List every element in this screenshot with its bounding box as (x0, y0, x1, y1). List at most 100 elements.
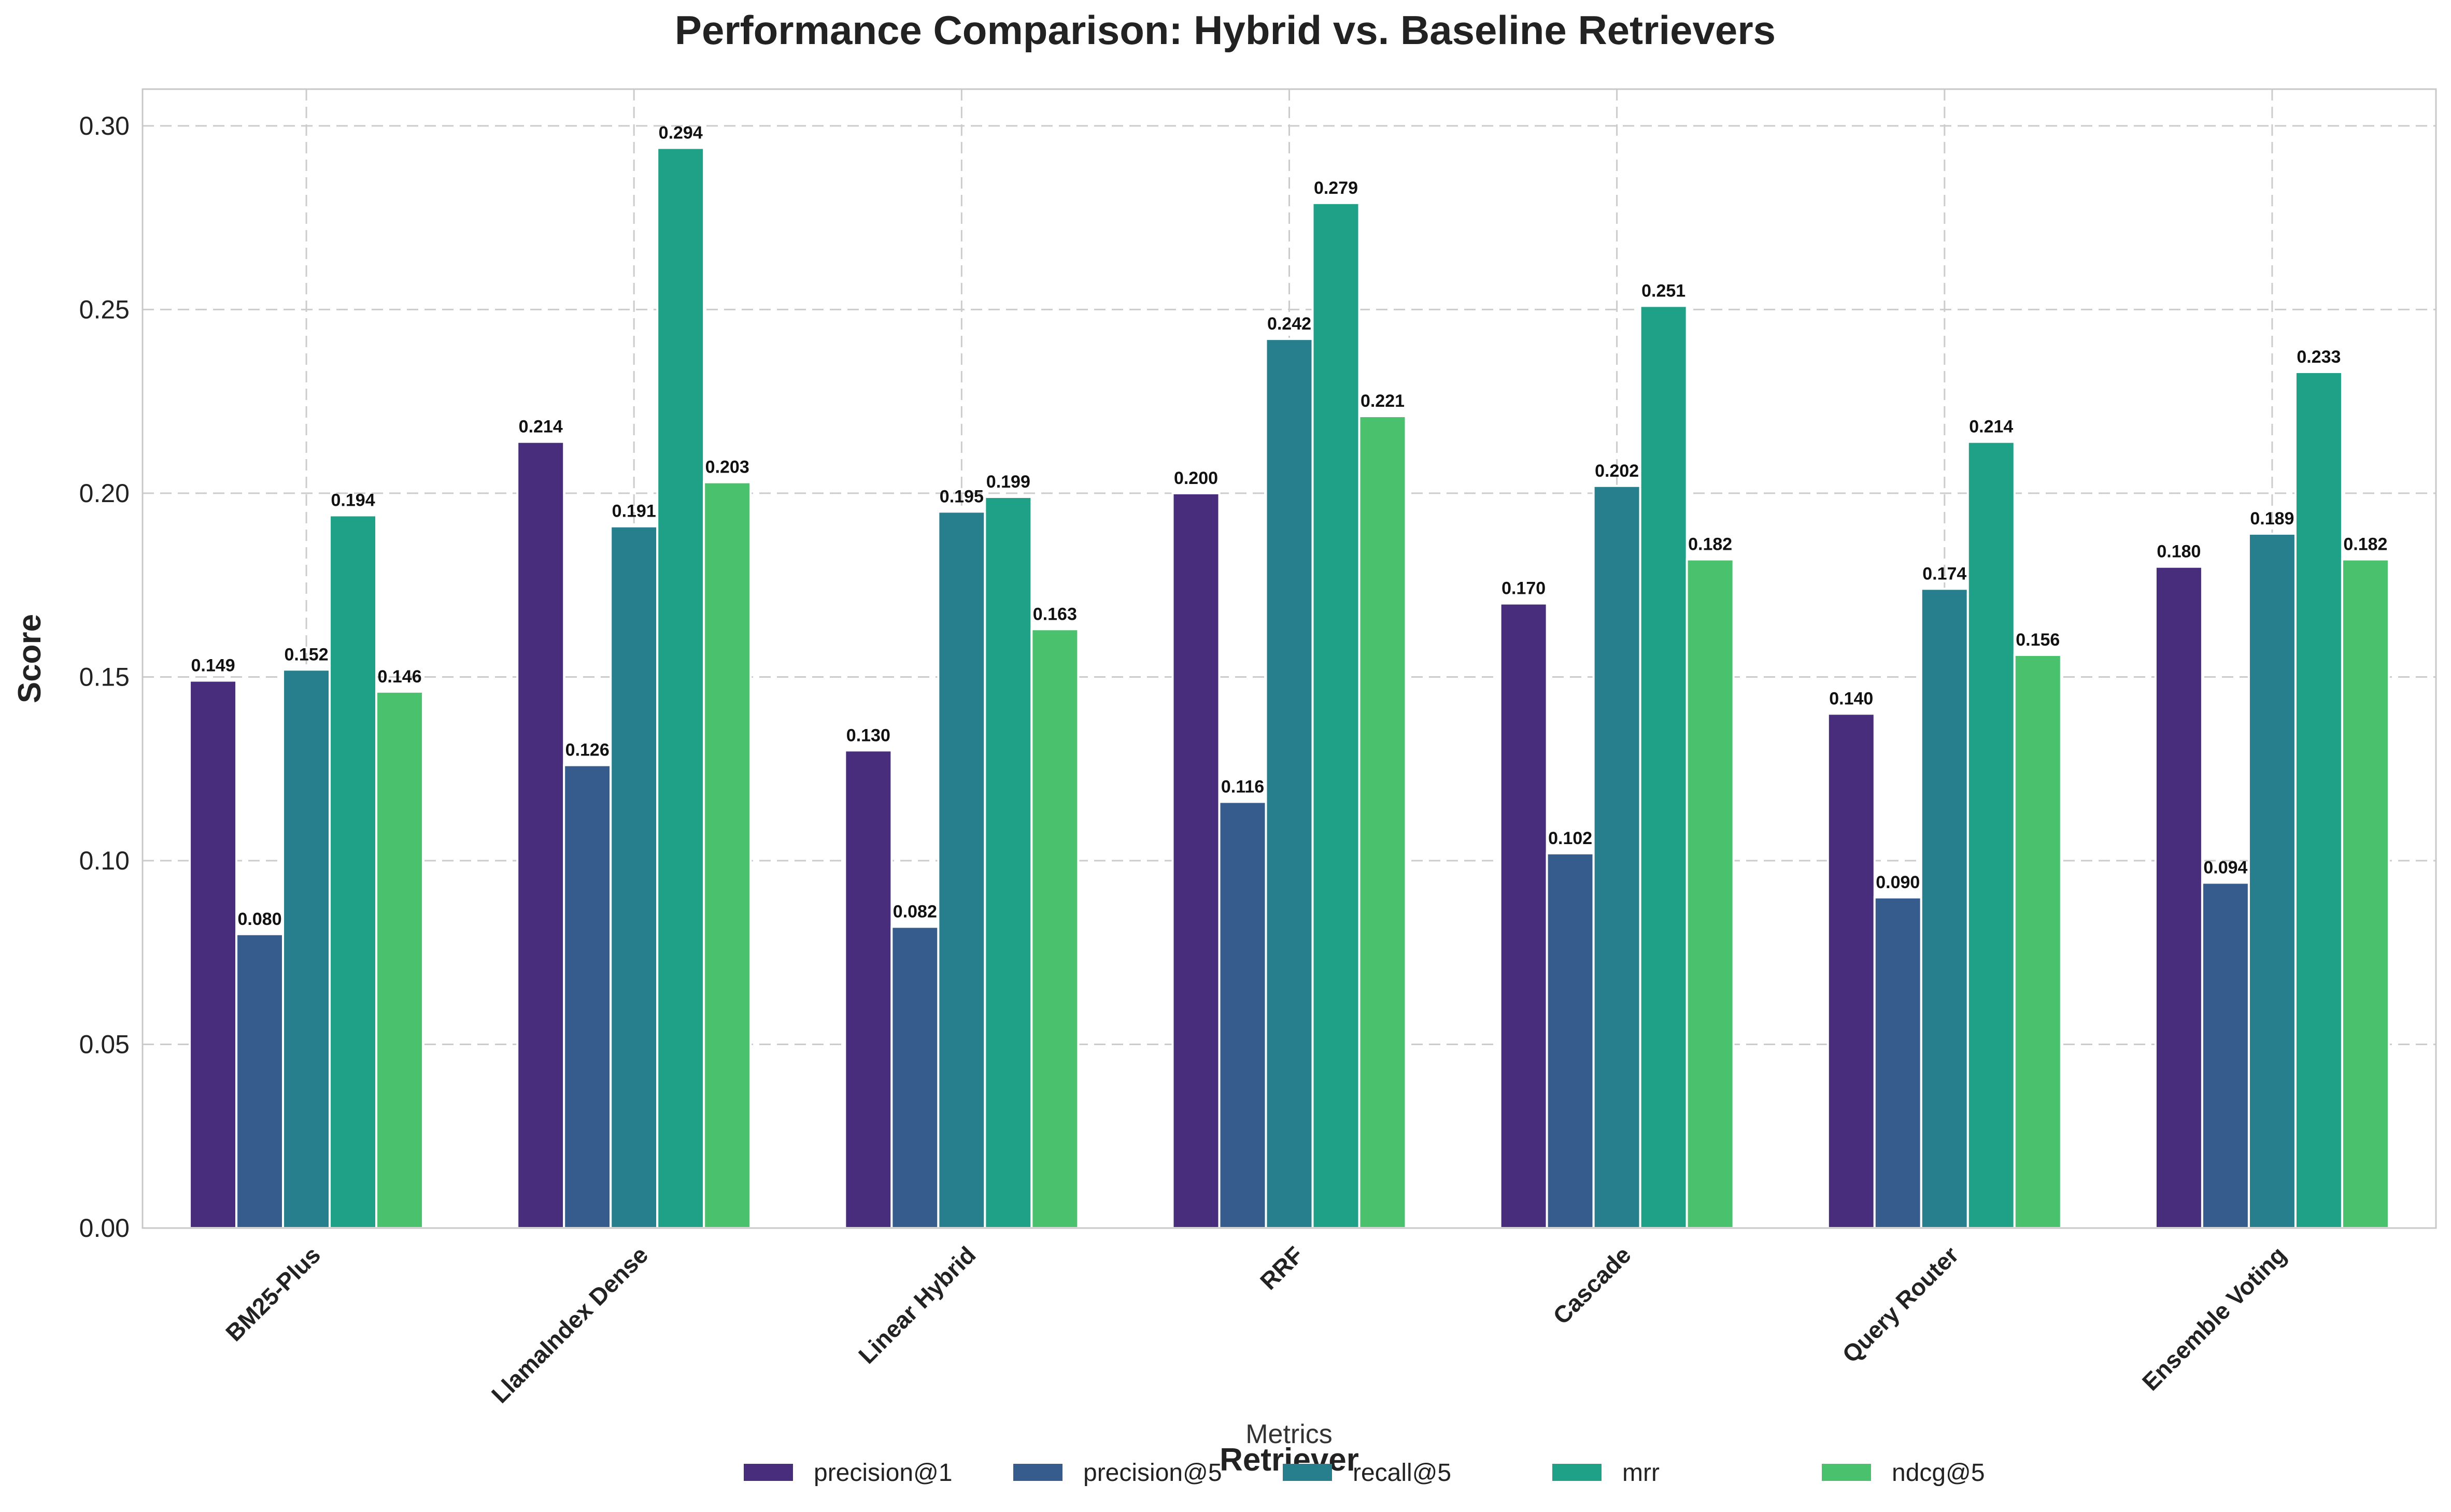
x-tick-label: Cascade (1548, 1241, 1636, 1330)
legend-title: Metrics (1245, 1419, 1333, 1449)
bar (1920, 588, 1969, 1229)
y-tick-label: 0.15 (79, 662, 130, 691)
x-tick-label: BM25-Plus (220, 1241, 325, 1346)
bar-value-label: 0.203 (705, 458, 749, 477)
legend-items: precision@1 precision@5 recall@5 mrr ndcg@5 (744, 1459, 1985, 1487)
y-tick-label: 0.20 (79, 479, 130, 508)
bar (563, 764, 612, 1229)
chart-title: Performance Comparison: Hybrid vs. Basel… (675, 7, 1776, 53)
bar (1358, 415, 1407, 1229)
bar-value-label: 0.146 (378, 667, 422, 687)
bar-value-label: 0.152 (285, 645, 329, 664)
bar (984, 496, 1033, 1230)
bar-value-label: 0.200 (1174, 468, 1218, 488)
bar-value-label: 0.180 (2157, 542, 2201, 562)
bar-value-label: 0.102 (1548, 829, 1592, 848)
legend-entry-label: recall@5 (1353, 1459, 1451, 1487)
bar-value-label: 0.090 (1876, 873, 1920, 892)
bar (375, 690, 424, 1229)
bar (2247, 532, 2297, 1229)
legend-swatch (1552, 1464, 1602, 1481)
bar-value-label: 0.182 (1688, 535, 1732, 554)
bar-value-label: 0.242 (1267, 314, 1311, 334)
bar (1311, 202, 1361, 1229)
bar (1826, 712, 1876, 1229)
bar-value-label: 0.279 (1314, 178, 1358, 198)
bar (2201, 881, 2250, 1229)
bar (1030, 628, 1080, 1229)
y-tick-label: 0.10 (79, 846, 130, 875)
bar (1546, 852, 1595, 1229)
bar (1171, 492, 1221, 1230)
bar (516, 440, 565, 1229)
bar (1639, 305, 1688, 1230)
bar (703, 481, 752, 1229)
legend-swatch (744, 1464, 793, 1481)
bar-value-label: 0.174 (1922, 564, 1966, 583)
bar-value-label: 0.214 (1969, 417, 2013, 437)
legend-entry-label: precision@1 (814, 1459, 953, 1487)
bar-value-label: 0.294 (659, 123, 703, 142)
y-tick-labels: 0.00 0.05 0.10 0.15 0.20 0.25 0.30 (79, 111, 130, 1243)
bar-value-label: 0.156 (2016, 630, 2060, 650)
plot-frame (141, 88, 2437, 1229)
bar-value-label: 0.140 (1829, 689, 1873, 708)
x-tick-label: Query Router (1837, 1241, 1964, 1368)
bar (1685, 558, 1735, 1229)
bar-value-label: 0.214 (519, 417, 563, 437)
legend-entry-label: ndcg@5 (1892, 1459, 1985, 1487)
bar (1499, 602, 1548, 1229)
bar (610, 525, 659, 1229)
bar-value-label: 0.080 (238, 909, 282, 929)
bar-value-label: 0.082 (893, 902, 937, 922)
bar (235, 933, 285, 1229)
bar-value-label: 0.130 (846, 725, 890, 745)
bar (1873, 896, 1922, 1229)
y-axis-label: Score (12, 614, 48, 703)
bar (937, 510, 986, 1229)
y-tick-label: 0.25 (79, 295, 130, 324)
bar-value-label: 0.233 (2297, 347, 2341, 367)
bar-value-label: 0.189 (2250, 509, 2294, 529)
x-tick-label: Linear Hybrid (853, 1241, 981, 1368)
bar (1218, 801, 1267, 1229)
data-labels: 0.149 0.080 0.152 0.194 0.146 0.214 0.126 0.191… (191, 123, 2388, 929)
bar-value-label: 0.163 (1033, 604, 1077, 624)
x-tick-label: RRF (1255, 1241, 1309, 1295)
bar (2294, 370, 2343, 1229)
x-tick-label: Ensemble Voting (2137, 1241, 2291, 1395)
y-tick-label: 0.00 (79, 1214, 130, 1243)
bar-value-label: 0.195 (940, 487, 984, 506)
bar-value-label: 0.202 (1595, 461, 1639, 481)
legend-swatch (1283, 1464, 1332, 1481)
legend-entry-label: mrr (1622, 1459, 1660, 1487)
bar-value-label: 0.199 (986, 472, 1030, 492)
legend: Metrics precision@1 precision@5 recall@5 mr… (744, 1419, 1985, 1487)
y-tick-label: 0.05 (79, 1030, 130, 1059)
bar-value-label: 0.221 (1361, 391, 1405, 411)
legend-swatch (1822, 1464, 1871, 1481)
bar (1592, 484, 1641, 1229)
bar (2013, 653, 2062, 1229)
bar-value-label: 0.094 (2203, 858, 2247, 878)
bar (329, 514, 378, 1229)
bar-value-label: 0.182 (2343, 535, 2387, 554)
bar (890, 925, 940, 1229)
bar (189, 679, 238, 1229)
x-tick-label: LlamaIndex Dense (486, 1241, 653, 1408)
y-tick-label: 0.30 (79, 111, 130, 140)
bar (2341, 558, 2390, 1229)
legend-swatch (1013, 1464, 1062, 1481)
x-tick-labels: BM25-Plus LlamaIndex Dense Linear Hybrid RR… (220, 1241, 2291, 1408)
bar (282, 668, 331, 1229)
bar (844, 749, 893, 1229)
bar-value-label: 0.149 (191, 656, 235, 676)
bar-value-label: 0.251 (1641, 281, 1685, 301)
bar (1966, 440, 2016, 1229)
bar-value-label: 0.191 (612, 502, 656, 521)
bar-value-label: 0.126 (565, 740, 610, 760)
bar (656, 147, 705, 1230)
bar-value-label: 0.170 (1501, 579, 1546, 598)
legend-entry-label: precision@5 (1083, 1459, 1222, 1487)
